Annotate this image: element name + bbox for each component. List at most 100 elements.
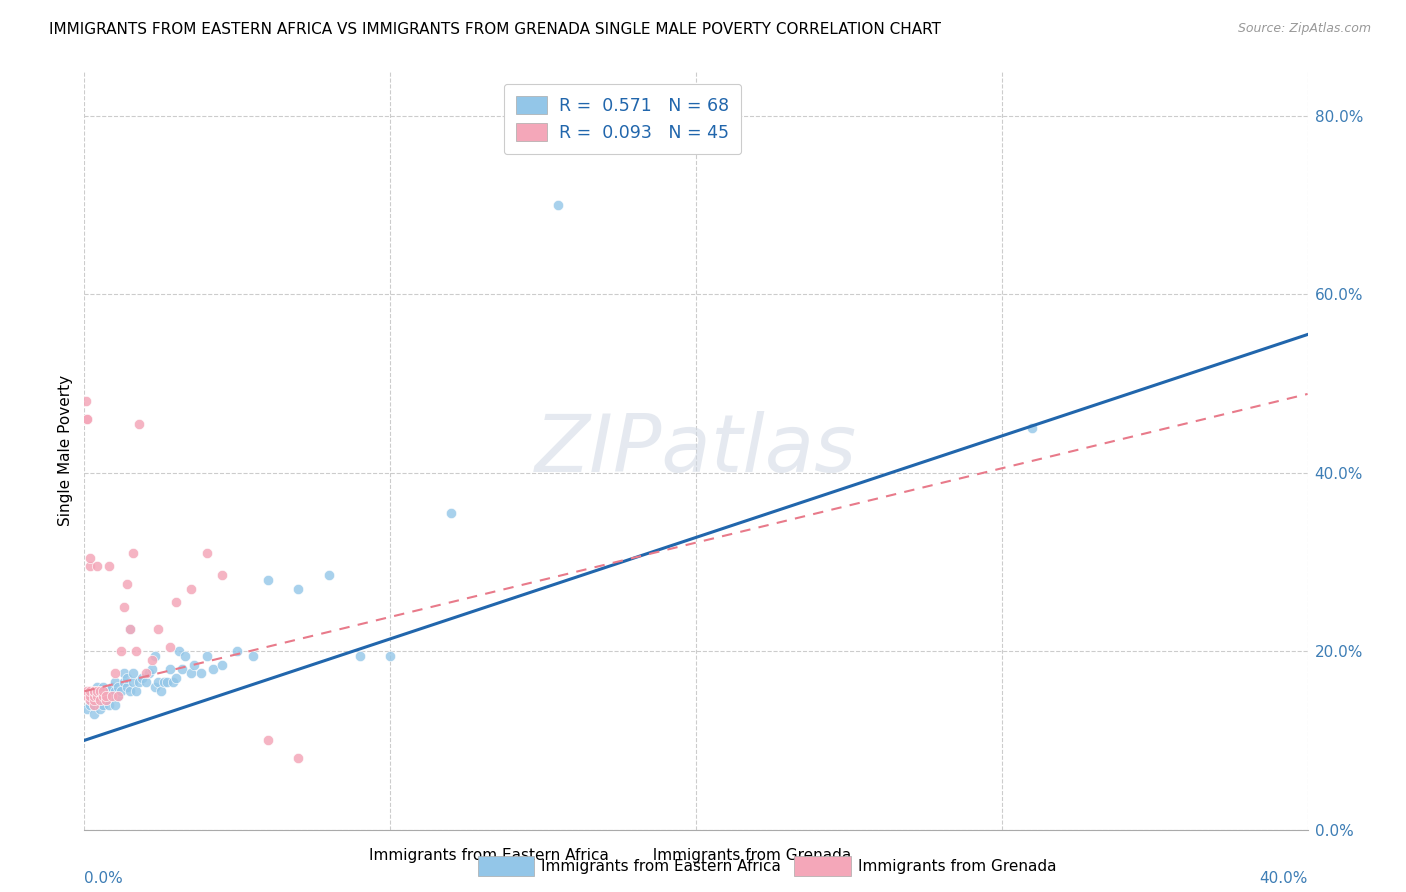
Point [86,680,108,694]
Point [115,680,138,694]
Point [83,698,105,712]
Point [287,582,309,596]
Point [195,648,218,663]
Point [440,506,463,520]
Point [143,680,166,694]
Point [97,559,120,574]
Point [257,733,280,747]
Point [122,675,145,690]
Point [380,648,402,663]
Point [94,693,117,707]
Point [79,550,101,565]
Point [76,702,98,716]
Point [115,577,138,591]
Point [89,689,111,703]
Point [141,662,163,676]
Point [257,573,280,587]
Point [153,675,176,690]
Point [138,666,160,681]
Point [86,559,108,574]
Point [120,622,142,636]
Point [76,689,98,703]
Point [86,684,108,698]
Point [122,666,145,681]
Text: Immigrants from Eastern Africa: Immigrants from Eastern Africa [541,859,782,873]
Point [83,684,105,698]
Point [156,675,179,690]
Point [318,568,340,582]
Point [287,751,309,765]
Text: 0.0%: 0.0% [84,871,124,887]
Point [89,684,111,698]
Point [547,198,569,212]
Point [122,546,145,560]
Point [135,675,157,690]
Point [211,568,233,582]
Point [180,582,202,596]
Text: Immigrants from Eastern Africa         Immigrants from Grenada: Immigrants from Eastern Africa Immigrant… [330,848,851,863]
Point [112,599,135,614]
Point [183,657,205,672]
Text: IMMIGRANTS FROM EASTERN AFRICA VS IMMIGRANTS FROM GRENADA SINGLE MALE POVERTY CO: IMMIGRANTS FROM EASTERN AFRICA VS IMMIGR… [49,22,941,37]
Point [201,662,224,676]
Point [110,684,132,698]
Point [76,684,98,698]
Text: 40.0%: 40.0% [1260,871,1308,887]
Point [349,648,371,663]
Point [131,671,153,685]
Point [83,693,105,707]
Point [91,684,114,698]
Point [79,693,101,707]
Point [104,675,127,690]
Point [120,684,142,698]
Point [89,693,111,707]
Point [104,698,127,712]
Point [89,693,111,707]
Point [174,648,197,663]
Point [112,675,135,690]
Text: Source: ZipAtlas.com: Source: ZipAtlas.com [1237,22,1371,36]
Point [167,644,190,658]
Point [97,684,120,698]
Point [195,546,218,560]
Point [75,394,97,409]
Point [94,684,117,698]
Point [242,648,264,663]
Point [107,680,129,694]
Point [107,689,129,703]
Point [86,689,108,703]
Point [226,644,249,658]
Point [180,666,202,681]
Point [115,671,138,685]
Point [162,675,184,690]
Point [128,417,150,431]
Point [141,653,163,667]
Point [79,698,101,712]
Point [149,684,172,698]
Point [89,702,111,716]
Point [86,693,108,707]
Point [86,684,108,698]
Point [91,689,114,703]
Point [94,689,117,703]
Point [91,698,114,712]
Point [211,657,233,672]
Point [125,644,148,658]
Point [97,698,120,712]
Point [120,622,142,636]
Y-axis label: Single Male Poverty: Single Male Poverty [58,375,73,526]
Point [172,662,194,676]
Point [83,706,105,721]
Point [79,693,101,707]
Point [79,689,101,703]
Point [112,666,135,681]
Point [159,640,181,654]
Point [91,680,114,694]
Point [83,689,105,703]
Point [146,622,169,636]
Point [83,684,105,698]
Point [190,666,212,681]
Point [135,666,157,681]
Point [76,412,98,426]
Point [128,675,150,690]
